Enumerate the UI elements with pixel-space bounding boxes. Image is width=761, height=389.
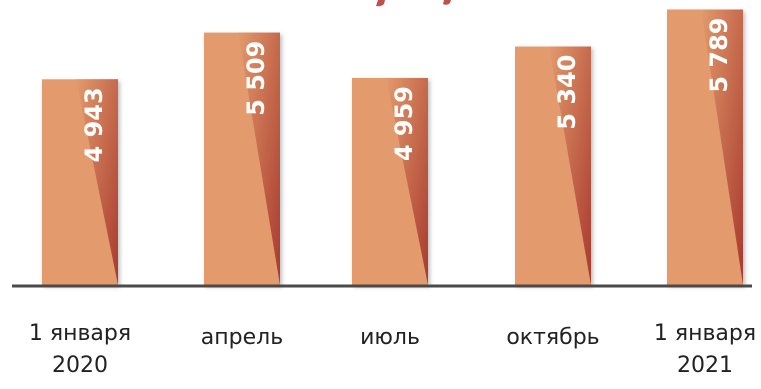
category-label-line: 2021 (677, 353, 733, 378)
category-label-line: 2020 (52, 353, 108, 378)
value-label: 4 959 (390, 86, 418, 161)
value-label: 4 943 (80, 87, 108, 162)
bar-group (515, 46, 591, 285)
title-fragment (376, 0, 451, 7)
category-label: 1 января 2020 (5, 318, 155, 382)
category-label: апрель (167, 322, 317, 354)
bars-layer: 4 943 5 509 4 959 5 340 5 789 (42, 9, 743, 286)
category-label: 1 января 2021 (630, 318, 761, 382)
value-label: 5 340 (553, 55, 581, 130)
value-label: 5 789 (705, 18, 733, 93)
category-label-line: 1 января (653, 321, 757, 346)
category-label-line: 1 января (28, 321, 132, 346)
bar-shade (76, 79, 118, 285)
bar-shade (386, 77, 428, 285)
category-label-line: октябрь (506, 325, 600, 350)
bar-group (667, 9, 743, 285)
bar-group (42, 79, 118, 285)
bar-shade (701, 9, 743, 285)
bar-shade (549, 46, 591, 285)
bar-shade (238, 32, 280, 286)
category-label-line: апрель (200, 325, 284, 350)
category-label: июль (315, 322, 465, 354)
category-label: октябрь (478, 322, 628, 354)
bar-group (352, 77, 428, 285)
bar-group (204, 32, 280, 286)
value-label: 5 509 (242, 41, 270, 116)
category-label-line: июль (360, 325, 420, 350)
